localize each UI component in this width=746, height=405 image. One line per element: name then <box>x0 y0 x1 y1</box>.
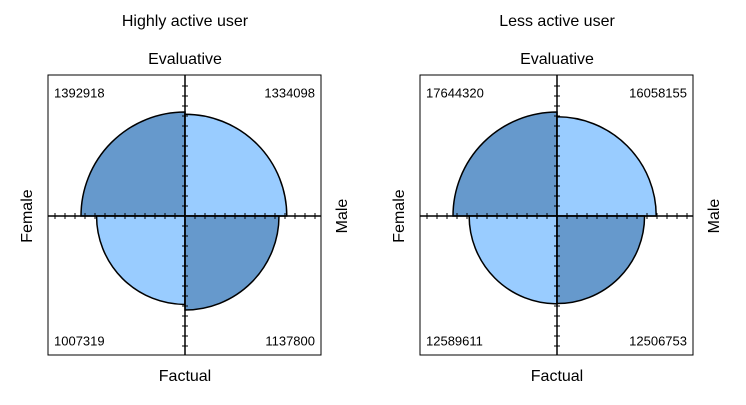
quadrant <box>184 215 280 311</box>
left-label: Female <box>19 189 36 242</box>
count-label: 1392918 <box>54 85 105 100</box>
chart-title: Less active user <box>499 13 615 30</box>
count-label: 16058155 <box>629 85 687 100</box>
quadrant <box>184 113 288 217</box>
top-label: Evaluative <box>148 51 222 68</box>
count-label: 1007319 <box>54 333 105 348</box>
left-label: Female <box>391 189 408 242</box>
quadrant <box>468 215 558 305</box>
count-label: 1334098 <box>264 85 315 100</box>
right-label: Male <box>706 199 723 234</box>
top-label: Evaluative <box>520 51 594 68</box>
chart-title: Highly active user <box>122 13 249 30</box>
quadrant <box>452 111 558 217</box>
quadrant <box>556 215 646 305</box>
bottom-label: Factual <box>531 368 583 385</box>
bottom-label: Factual <box>159 368 211 385</box>
count-label: 12589611 <box>426 333 483 348</box>
count-label: 12506753 <box>629 333 687 348</box>
quadrant <box>80 111 186 217</box>
quadrant <box>556 116 657 217</box>
right-label: Male <box>334 199 351 234</box>
count-label: 17644320 <box>426 85 484 100</box>
count-label: 1137800 <box>265 333 315 348</box>
quadrant <box>95 215 186 306</box>
